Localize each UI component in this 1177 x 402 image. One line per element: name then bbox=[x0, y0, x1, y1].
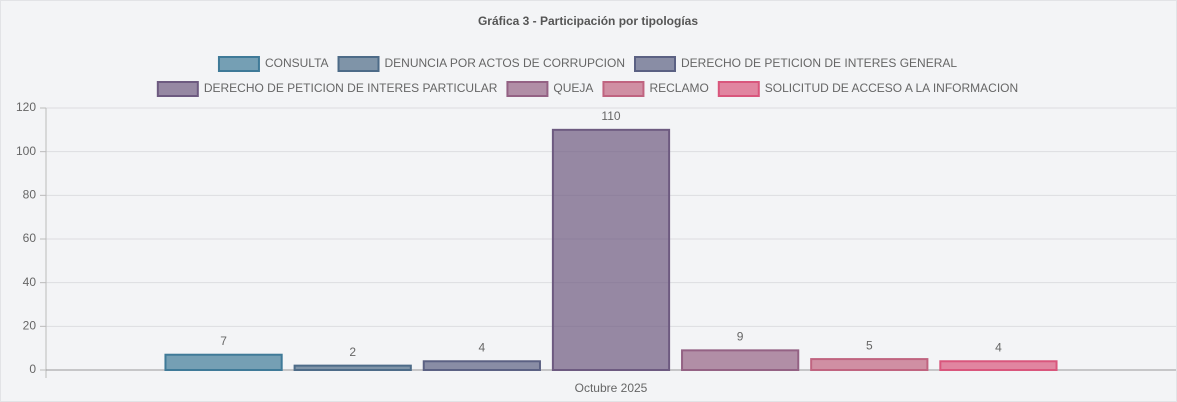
legend-swatch bbox=[506, 81, 549, 97]
legend-label: DERECHO DE PETICION DE INTERES PARTICULA… bbox=[204, 81, 498, 95]
legend-label: QUEJA bbox=[553, 81, 593, 95]
data-label: 4 bbox=[479, 340, 486, 354]
legend-label: DENUNCIA POR ACTOS DE CORRUPCION bbox=[385, 56, 625, 70]
bar bbox=[681, 349, 800, 372]
y-tick-label: 0 bbox=[29, 362, 36, 376]
y-tick-label: 40 bbox=[23, 275, 37, 289]
data-label: 7 bbox=[220, 334, 227, 348]
legend-label: CONSULTA bbox=[265, 56, 329, 70]
bar bbox=[939, 360, 1058, 371]
bar bbox=[293, 364, 412, 371]
legend-swatch bbox=[156, 81, 199, 97]
legend-swatch bbox=[717, 81, 760, 97]
legend-label: DERECHO DE PETICION DE INTERES GENERAL bbox=[681, 56, 957, 70]
legend-label: SOLICITUD DE ACCESO A LA INFORMACION bbox=[765, 81, 1018, 95]
bar bbox=[551, 128, 671, 371]
legend-swatch bbox=[634, 56, 676, 72]
data-label: 5 bbox=[866, 338, 873, 352]
y-tick-label: 100 bbox=[16, 144, 36, 158]
y-tick-label: 20 bbox=[23, 319, 37, 333]
data-label: 4 bbox=[995, 340, 1002, 354]
data-label: 2 bbox=[349, 345, 356, 359]
legend-swatch bbox=[602, 81, 645, 97]
bar bbox=[422, 360, 541, 371]
chart-title: Gráfica 3 - Participación por tipologías bbox=[478, 14, 698, 28]
bar bbox=[810, 358, 929, 372]
data-label: 110 bbox=[601, 109, 620, 123]
data-label: 9 bbox=[737, 330, 744, 344]
x-tick-label: Octubre 2025 bbox=[575, 381, 648, 395]
legend-swatch bbox=[217, 56, 260, 72]
y-tick-label: 80 bbox=[23, 188, 37, 202]
bar bbox=[164, 353, 283, 372]
y-tick-label: 60 bbox=[23, 231, 37, 245]
y-tick-label: 120 bbox=[16, 100, 36, 114]
legend-label: RECLAMO bbox=[649, 81, 708, 95]
legend-swatch bbox=[337, 56, 380, 72]
